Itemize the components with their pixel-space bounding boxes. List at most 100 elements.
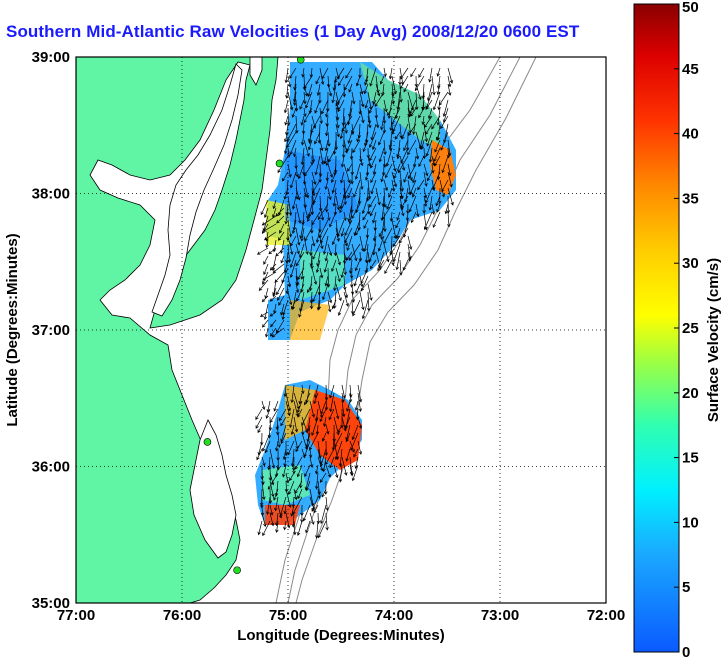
velocity-arrow: [329, 456, 335, 469]
velocity-arrow: [351, 203, 361, 219]
velocity-arrow: [297, 408, 303, 418]
velocity-arrow: [377, 235, 385, 252]
velocity-arrow: [370, 155, 377, 169]
velocity-arrow: [255, 416, 263, 429]
velocity-arrow: [296, 520, 303, 536]
velocity-arrow: [317, 488, 321, 499]
velocity-arrow: [420, 139, 425, 150]
velocity-arrow: [302, 504, 311, 522]
velocity-arrow: [340, 227, 345, 237]
velocity-arrow: [307, 83, 313, 97]
velocity-arrow: [289, 472, 295, 482]
velocity-arrow: [396, 147, 401, 158]
velocity-arrow: [423, 163, 429, 177]
velocity-arrow: [295, 251, 305, 267]
velocity-arrow: [327, 83, 333, 97]
velocity-arrow: [353, 448, 359, 458]
velocity-arrow: [278, 231, 285, 241]
velocity-arrow: [383, 243, 390, 263]
velocity-arrow: [395, 219, 401, 229]
velocity-arrow: [378, 147, 385, 163]
velocity-arrow: [263, 303, 269, 321]
velocity-arrow: [434, 155, 441, 167]
velocity-arrow: [321, 432, 327, 442]
velocity-arrow: [309, 291, 314, 304]
colorbar-ticks: 0 5 10 15 20 25 30 35 40 45 50: [674, 0, 699, 659]
velocity-arrow: [271, 327, 285, 338]
velocity-arrow: [303, 91, 307, 105]
velocity-arrow: [375, 83, 381, 97]
velocity-arrow: [289, 67, 297, 79]
velocity-arrow: [262, 271, 277, 281]
velocity-arrow: [428, 195, 433, 211]
velocity-arrow: [353, 179, 361, 198]
velocity-arrow: [347, 131, 353, 144]
velocity-arrow: [400, 147, 409, 164]
velocity-arrow: [388, 187, 393, 198]
velocity-arrow: [354, 400, 359, 411]
velocity-arrow: [321, 99, 329, 115]
velocity-arrow: [344, 219, 353, 236]
velocity-arrow: [383, 227, 393, 245]
velocity-arrow: [395, 251, 401, 271]
velocity-arrow: [358, 67, 362, 79]
velocity-arrow: [283, 187, 289, 200]
velocity-arrow: [262, 271, 269, 285]
velocity-arrow: [325, 496, 329, 512]
x-tick-label: 77:00: [57, 607, 95, 624]
velocity-arrow: [284, 131, 289, 143]
velocity-arrow: [402, 259, 409, 271]
velocity-arrow: [327, 211, 331, 222]
velocity-arrow: [335, 91, 345, 107]
velocity-arrow: [311, 267, 318, 285]
velocity-arrow: [311, 171, 317, 186]
velocity-arrow: [329, 384, 335, 399]
velocity-arrow: [335, 283, 342, 302]
velocity-arrow: [347, 203, 353, 222]
velocity-arrow: [287, 91, 294, 111]
velocity-arrow: [354, 227, 361, 236]
velocity-arrow: [317, 520, 327, 539]
velocity-arrow: [341, 400, 346, 418]
velocity-arrow: [382, 107, 387, 125]
velocity-arrow: [267, 472, 279, 490]
velocity-arrow: [320, 400, 327, 415]
colorbar-tick-label: 40: [682, 126, 699, 143]
x-tick-label: 74:00: [375, 607, 413, 624]
velocity-arrow: [297, 163, 305, 180]
velocity-arrow: [322, 283, 329, 301]
velocity-arrow: [345, 67, 353, 79]
velocity-arrow: [398, 155, 409, 174]
map-grid: [76, 57, 606, 603]
velocity-arrow: [350, 283, 355, 295]
velocity-arrow: [298, 392, 303, 405]
velocity-arrow: [306, 211, 313, 223]
velocity-arrow: [277, 432, 281, 448]
velocity-arrow: [293, 488, 298, 501]
velocity-arrow: [327, 291, 333, 304]
velocity-arrow: [375, 187, 381, 206]
velocity-arrow: [342, 131, 346, 149]
velocity-arrow: [391, 171, 398, 188]
velocity-arrow: [300, 227, 305, 242]
velocity-arrow: [391, 107, 401, 126]
velocity-arrow: [282, 171, 289, 182]
velocity-arrow: [339, 203, 345, 214]
velocity-arrow: [401, 195, 409, 209]
velocity-arrow: [320, 227, 329, 244]
velocity-arrow: [327, 147, 337, 163]
velocity-arrow: [261, 432, 271, 452]
velocity-arrow: [384, 163, 393, 179]
velocity-arrow: [446, 147, 451, 159]
x-axis-label: Longitude (Degrees:Minutes): [237, 627, 445, 644]
velocity-arrow: [387, 99, 393, 120]
velocity-arrow: [447, 67, 454, 84]
velocity-arrow: [418, 155, 425, 167]
velocity-arrow: [289, 408, 295, 429]
velocity-arrow: [388, 67, 393, 80]
velocity-arrow: [412, 115, 417, 135]
velocity-arrow: [441, 179, 449, 193]
velocity-arrow: [265, 239, 269, 249]
velocity-arrow: [324, 480, 328, 495]
velocity-arrow: [276, 215, 285, 224]
